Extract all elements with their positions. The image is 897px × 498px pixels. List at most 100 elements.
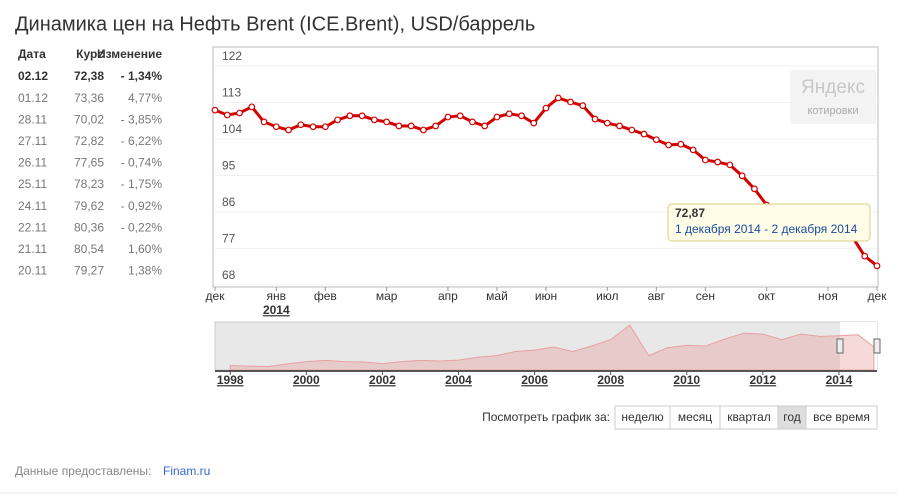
tooltip (667, 203, 871, 242)
table-cell: 78,23 (74, 177, 104, 191)
point (334, 116, 341, 124)
table-cell: 79,62 (74, 199, 104, 213)
tooltip-range: 1 декабря 2014 - 2 декабря 2014 (675, 222, 858, 236)
table-cell: 73,36 (74, 91, 104, 105)
point (567, 98, 574, 106)
y-tick-label: 77 (222, 232, 236, 246)
x-tick-label[interactable]: 2014 (826, 373, 853, 387)
y-tick-label: 104 (222, 122, 242, 136)
x-tick-label: мар (376, 289, 398, 303)
point (530, 119, 538, 127)
table-cell: - 0,22% (121, 220, 163, 234)
point (505, 110, 513, 118)
x-tick-label: май (486, 289, 508, 303)
point (469, 118, 476, 126)
point (714, 158, 722, 166)
navigator-handle[interactable] (873, 338, 881, 354)
x-tick-label[interactable]: 2010 (673, 373, 700, 387)
point (628, 126, 636, 134)
x-tick-label[interactable]: 2002 (369, 373, 396, 387)
x-tick-label[interactable]: 2006 (521, 373, 548, 387)
point (370, 116, 378, 124)
navigator-selection (840, 322, 877, 370)
table-cell: 80,36 (74, 220, 104, 234)
x-tick-label[interactable]: 1998 (217, 373, 244, 387)
point (285, 126, 292, 134)
point (236, 109, 243, 117)
point (701, 156, 709, 164)
point (652, 136, 660, 144)
table-cell: - 1,75% (121, 177, 163, 191)
table-cell: 24.11 (18, 199, 47, 213)
x-tick-label[interactable]: 2000 (293, 373, 320, 387)
point (751, 185, 758, 193)
point (493, 113, 501, 121)
table-cell: 72,82 (74, 134, 104, 148)
x-tick-label: сен (696, 289, 715, 303)
point (346, 112, 354, 120)
x-tick-label: апр (438, 289, 458, 303)
point (665, 141, 672, 149)
point (689, 146, 697, 154)
footer-link[interactable]: Finam.ru (163, 464, 210, 478)
table-cell: 4,77% (128, 91, 162, 105)
point (640, 130, 648, 138)
logo-box (790, 70, 876, 124)
x-tick-label: дек (206, 289, 226, 303)
point (432, 122, 440, 130)
logo-name: Яндекс (801, 77, 865, 98)
table-cell: 70,02 (74, 112, 104, 126)
x-tick-label: янв (267, 289, 287, 303)
y-tick-label: 113 (222, 86, 241, 100)
point (481, 122, 489, 130)
point (591, 115, 599, 123)
point (383, 118, 391, 126)
point (518, 112, 525, 120)
x-tick-label: ноя (818, 289, 838, 303)
table-cell: 21.11 (18, 242, 47, 256)
point (603, 119, 611, 127)
column-header: Дата (18, 47, 46, 61)
table-cell: - 3,85% (121, 112, 163, 126)
x-tick-label: авг (648, 289, 666, 303)
table-cell: 28.11 (18, 112, 47, 126)
point (579, 102, 587, 110)
period-button-label[interactable]: месяц (678, 410, 712, 424)
tooltip-value: 72,87 (675, 206, 705, 220)
period-button-label[interactable]: квартал (727, 410, 771, 424)
x-tick-label: окт (758, 289, 776, 303)
period-button[interactable] (805, 405, 878, 430)
point (321, 123, 329, 131)
table-cell: 1,60% (128, 242, 162, 256)
y-tick-label: 95 (222, 159, 236, 173)
table-cell: 27.11 (18, 134, 47, 148)
point (309, 123, 317, 131)
y-tick-label: 68 (222, 268, 236, 282)
x-tick-label: дек (868, 289, 888, 303)
table-cell: 72,38 (74, 69, 104, 83)
x-tick-label: июн (535, 289, 557, 303)
point (407, 122, 415, 130)
x-tick-label: фев (314, 289, 337, 303)
navigator-handle[interactable] (836, 338, 844, 354)
point (223, 111, 231, 119)
point (542, 104, 550, 112)
point (444, 113, 452, 121)
table-cell: 1,38% (128, 264, 162, 278)
period-button-label[interactable]: неделю (621, 410, 663, 424)
period-button-label[interactable]: все время (813, 410, 870, 424)
x-tick-label[interactable]: 2012 (750, 373, 777, 387)
y-tick-label: 122 (222, 49, 242, 63)
point (554, 94, 562, 102)
point (260, 118, 268, 126)
point (272, 123, 280, 131)
x-tick-label[interactable]: 2008 (597, 373, 624, 387)
table-cell: 02.12 (18, 69, 48, 83)
point (861, 252, 869, 260)
table-cell: 25.11 (18, 177, 47, 191)
x-tick-label[interactable]: 2004 (445, 373, 472, 387)
table-cell: - 1,34% (121, 69, 163, 83)
point (677, 140, 685, 148)
period-button-label[interactable]: год (783, 410, 801, 424)
